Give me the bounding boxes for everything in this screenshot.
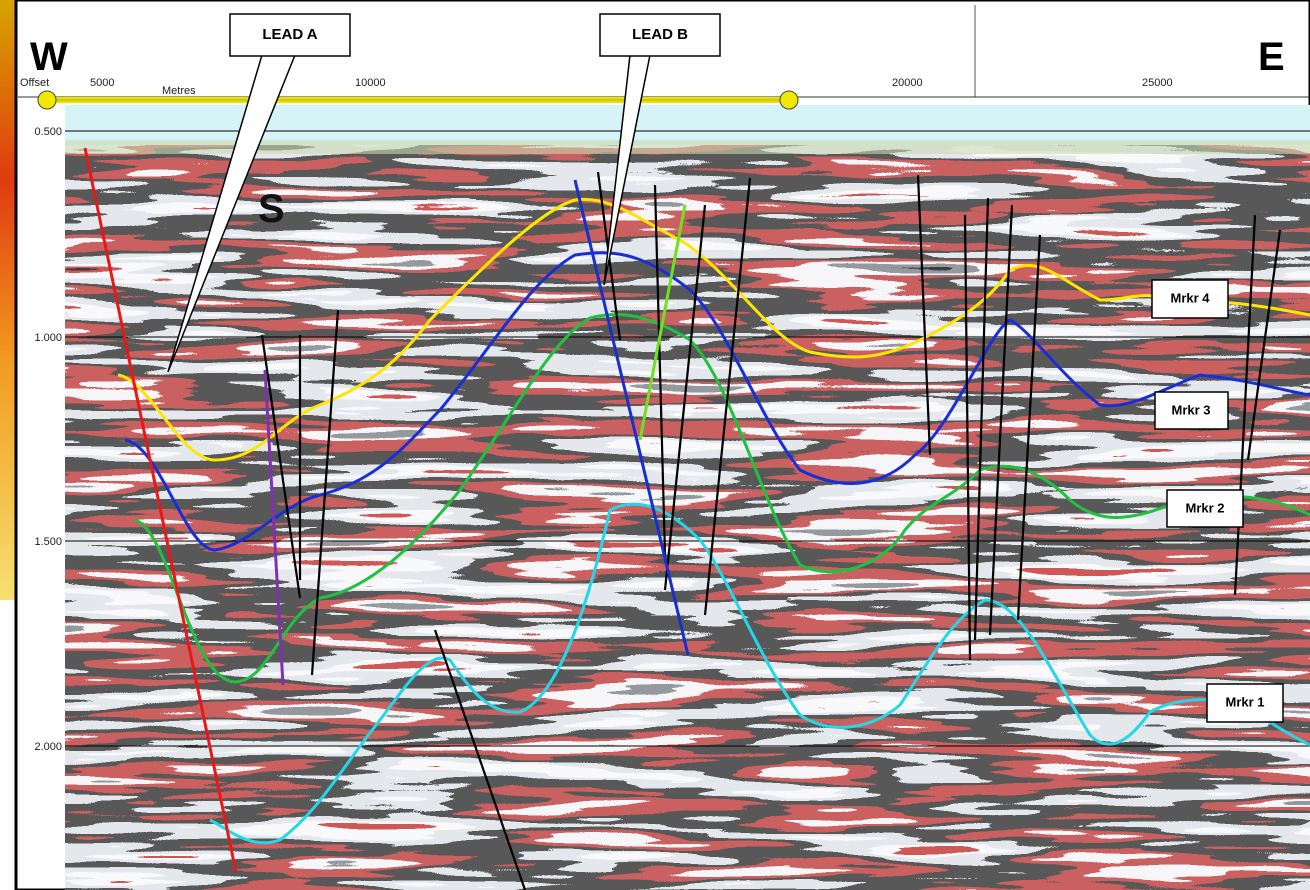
horizon-mrkr4 — [117, 197, 1310, 462]
y-tick-label: 1.000 — [34, 332, 62, 344]
x-tick-label: 10000 — [355, 77, 386, 89]
horizon-mrkr3 — [124, 251, 1310, 552]
callout-box — [229, 13, 351, 57]
x-tick-label: 25000 — [1142, 77, 1173, 89]
callout-label: LEAD B — [632, 26, 688, 43]
x-unit: Metres — [162, 85, 196, 97]
marker-label: Mrkr 1 — [1225, 694, 1264, 709]
scale-handle — [37, 90, 57, 110]
marker-box — [1206, 683, 1284, 723]
east-label: E — [1258, 35, 1285, 79]
marker-box — [1151, 279, 1229, 319]
y-tick-label: 2.000 — [34, 741, 62, 753]
marker-label: Mrkr 2 — [1185, 500, 1224, 515]
x-tick-label: 5000 — [90, 77, 114, 89]
fault-green — [638, 204, 687, 441]
fault-blue — [573, 179, 690, 656]
well-path — [83, 147, 238, 873]
horizon-mrkr2 — [134, 312, 1310, 684]
callout-box — [599, 13, 721, 57]
faults — [260, 171, 1282, 890]
callout-label: LEAD A — [262, 26, 317, 43]
horizon-mrkr1 — [209, 502, 1310, 845]
y-tick-label: 1.500 — [34, 536, 62, 548]
fault-purple — [263, 369, 285, 686]
time-grid — [65, 130, 1310, 747]
y-tick-label: 0.500 — [34, 126, 62, 138]
marker-label: Mrkr 4 — [1170, 290, 1210, 305]
marker-box — [1154, 391, 1229, 430]
marker-label: Mrkr 3 — [1171, 402, 1210, 417]
x-title: Offset — [20, 77, 49, 89]
seabed — [65, 140, 1310, 154]
x-tick-label: 20000 — [892, 77, 923, 89]
map-strip — [0, 0, 16, 600]
seismic-image — [65, 105, 1310, 890]
scale-handle — [779, 90, 799, 110]
marker-box — [1166, 489, 1244, 528]
s-label: S — [258, 187, 285, 231]
west-label: W — [30, 35, 68, 79]
